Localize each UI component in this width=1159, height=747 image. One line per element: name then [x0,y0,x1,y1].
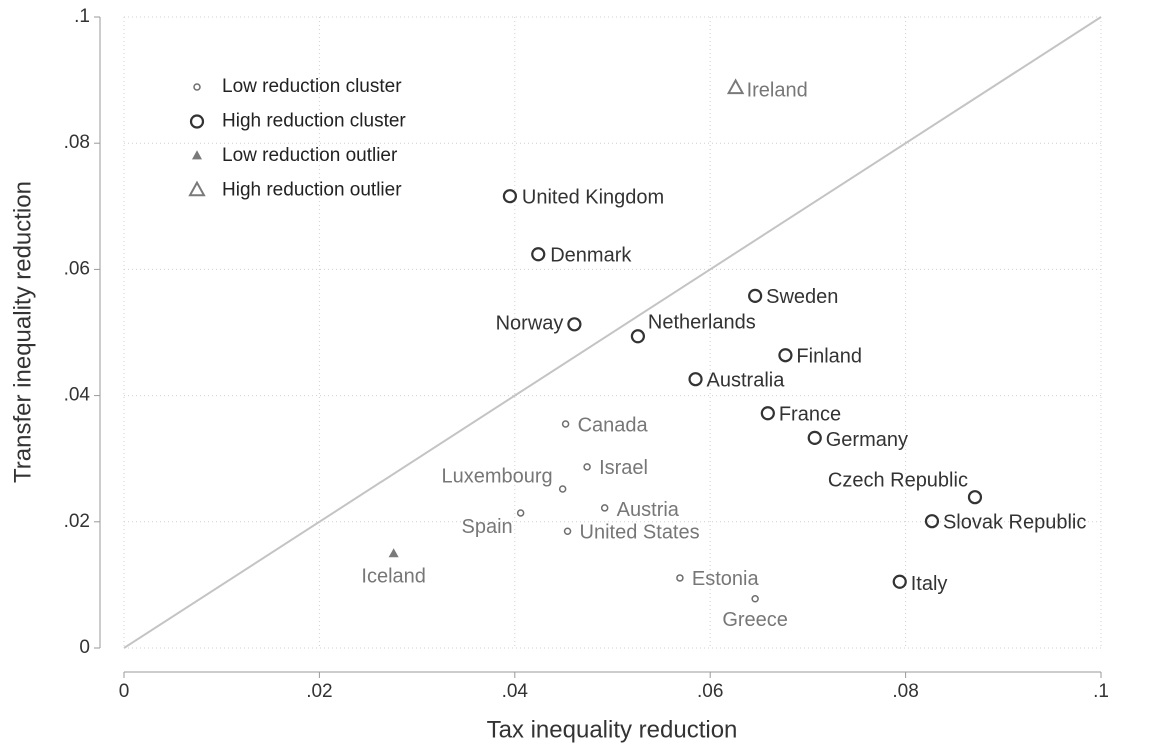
x-tick-label: 0 [119,681,130,702]
x-axis-title: Tax inequality reduction [487,716,738,743]
point [561,420,570,428]
legend-marker [193,83,201,91]
y-tick-label: .1 [74,6,90,27]
point-label: Finland [796,345,862,367]
x-tick-label: .1 [1093,681,1109,702]
point-label: United Kingdom [522,186,664,208]
point-label: Sweden [766,286,838,308]
point-label: Greece [722,609,788,631]
point-label: Slovak Republic [943,511,1086,533]
point [630,329,646,344]
y-tick-label: .08 [64,132,90,153]
point-label: Italy [911,573,948,595]
reference-line [123,16,1102,649]
legend-marker [191,150,203,160]
x-tick-label: .08 [892,681,918,702]
legend-label: High reduction cluster [222,111,406,132]
point [778,348,793,363]
point [967,490,983,505]
legend-label: Low reduction cluster [222,76,402,97]
point-label: France [779,404,841,426]
point [748,288,763,304]
point [388,548,399,558]
point [583,463,591,471]
point [567,317,582,332]
point [563,527,572,536]
point-label: United States [580,522,700,544]
point [600,504,609,512]
y-tick-label: .06 [64,258,90,279]
point-label: Austria [617,499,680,521]
x-tick-label: .06 [697,681,723,702]
y-tick-label: .02 [64,511,90,532]
point [751,595,759,603]
point-label: Australia [707,369,786,391]
legend-label: High reduction outlier [222,180,402,201]
point-label: Estonia [692,568,760,590]
y-tick-label: 0 [79,637,90,658]
legend-marker [189,114,205,129]
point-label: Iceland [361,565,426,587]
point-label: Spain [462,516,513,538]
point [688,372,703,387]
point-label: Denmark [550,245,632,267]
point [558,485,567,493]
point [502,189,518,204]
point-label: Ireland [747,80,808,102]
point-label: Luxembourg [441,465,552,487]
point-label: Czech Republic [828,469,968,491]
point [892,574,907,589]
x-tick-label: .04 [502,681,529,702]
point [531,247,546,262]
legend-label: Low reduction outlier [222,145,398,166]
point [924,514,940,529]
x-tick-label: .02 [306,681,332,702]
point [676,574,684,582]
point [807,430,822,445]
point-label: Canada [578,414,649,436]
legend-marker [188,180,206,197]
point-label: Norway [496,313,564,335]
point-label: Germany [826,429,908,451]
y-tick-label: .04 [64,385,91,406]
point [516,509,525,517]
point-label: Netherlands [648,312,756,334]
point-label: Israel [599,457,648,479]
y-axis-title: Transfer inequality reduction [9,181,36,483]
point [760,406,775,421]
point [726,78,745,95]
